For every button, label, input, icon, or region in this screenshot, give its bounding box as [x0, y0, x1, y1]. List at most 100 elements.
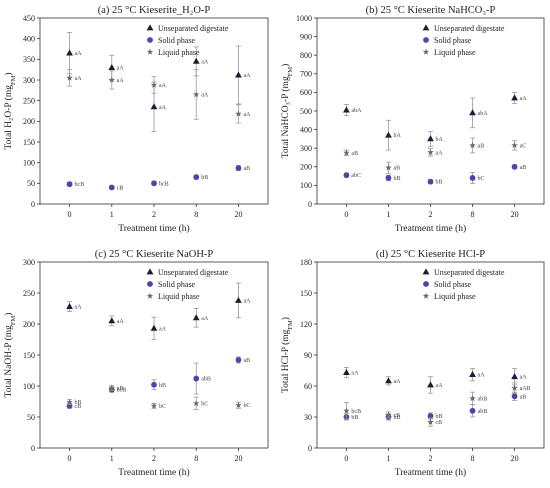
chart-title: (c) 25 °C Kieserite NaOH-P	[95, 249, 214, 260]
significance-label: aB	[520, 394, 527, 400]
significance-label: cB	[117, 185, 124, 191]
data-point-circle	[511, 393, 518, 400]
x-tick-label: 0	[344, 210, 348, 219]
legend-marker-circle	[147, 281, 153, 287]
significance-label: aA	[201, 92, 209, 98]
y-tick-label: 0	[308, 444, 312, 453]
significance-label: aA	[201, 59, 209, 65]
data-point-star	[150, 402, 158, 409]
y-tick-label: 60	[304, 382, 312, 391]
data-point-triangle	[150, 103, 158, 110]
significance-label: bC	[201, 401, 208, 407]
y-axis-label: Total HCl-P (mgFM)	[280, 317, 294, 393]
legend-label: Solid phase	[434, 36, 472, 45]
y-tick-label: 0	[308, 200, 312, 209]
significance-label: aA	[393, 379, 401, 385]
data-point-circle	[343, 172, 350, 179]
significance-label: bB	[351, 415, 358, 421]
y-tick-label: 30	[304, 413, 312, 422]
significance-label: aB	[393, 166, 400, 172]
significance-label: bC	[478, 176, 485, 182]
y-tick-label: 90	[304, 351, 312, 360]
y-tick-label: 450	[23, 14, 35, 23]
x-tick-label: 2	[429, 454, 433, 463]
x-tick-label: 1	[386, 454, 390, 463]
y-tick-label: 150	[23, 351, 35, 360]
x-tick-label: 0	[68, 454, 72, 463]
legend-label: Liquid phase	[158, 48, 200, 57]
y-tick-label: 0	[31, 444, 35, 453]
chart-title: (d) 25 °C Kieserite HCl-P	[376, 249, 485, 260]
y-tick-label: 900	[300, 32, 312, 41]
y-axis-label-main: Total NaHCO₃-P (mg	[280, 76, 291, 158]
data-point-star	[385, 411, 392, 418]
y-tick-label: 100	[23, 158, 35, 167]
x-tick-label: 0	[68, 210, 72, 219]
y-axis-label-close: )	[3, 72, 14, 75]
significance-label: aA	[117, 66, 125, 72]
data-point-star	[427, 418, 434, 425]
data-point-star	[235, 110, 242, 117]
significance-label: aA	[436, 150, 444, 156]
chart-panel-1: (a) 25 °C Kieserite_H₂O-P050100150200250…	[3, 5, 269, 234]
significance-label: aA	[351, 371, 359, 377]
y-tick-label: 100	[23, 382, 35, 391]
data-point-star	[66, 74, 73, 81]
significance-label: cB	[393, 413, 400, 419]
y-tick-label: 200	[23, 320, 35, 329]
data-point-star	[343, 407, 350, 414]
data-point-triangle	[108, 317, 116, 324]
y-tick-label: 0	[31, 200, 35, 209]
significance-label: aA	[117, 78, 125, 84]
significance-label: aB	[243, 166, 250, 172]
significance-label: aA	[243, 112, 251, 118]
data-point-triangle	[427, 135, 434, 142]
x-tick-label: 1	[110, 454, 114, 463]
legend-marker-circle	[147, 37, 153, 43]
data-point-circle	[235, 165, 242, 171]
y-axis-label-main: Total HCl-P (mg	[280, 329, 291, 393]
significance-label: bcB	[159, 181, 169, 187]
significance-label: aC	[520, 143, 527, 149]
y-tick-label: 400	[300, 125, 312, 134]
significance-label: bB	[75, 400, 82, 406]
y-axis-label-close: )	[280, 317, 291, 320]
data-point-triangle	[511, 373, 518, 380]
data-point-triangle	[66, 303, 73, 310]
y-tick-label: 50	[27, 413, 35, 422]
data-point-circle	[193, 174, 200, 181]
data-point-star	[108, 384, 116, 391]
significance-label: abC	[351, 173, 361, 179]
significance-label: bB	[436, 414, 443, 420]
significance-label: abB	[478, 409, 488, 415]
y-axis-label-subscript: FM	[10, 75, 17, 85]
data-point-circle	[427, 178, 434, 185]
significance-label: aAB	[520, 386, 531, 392]
x-axis-label: Treatment time (h)	[395, 467, 466, 478]
y-axis-label: Total H₂O-P (mgFM)	[3, 72, 17, 149]
legend-label: Unseparated digestate	[158, 268, 229, 277]
data-point-circle	[235, 357, 242, 363]
significance-label: bB	[436, 180, 443, 186]
data-point-triangle	[427, 381, 434, 388]
x-tick-label: 1	[386, 210, 390, 219]
chart-panel-3: (c) 25 °C Kieserite NaOH-P05010015020025…	[3, 249, 269, 478]
y-tick-label: 120	[300, 320, 312, 329]
y-tick-label: 100	[300, 181, 312, 190]
data-point-triangle	[469, 371, 476, 378]
significance-label: aA	[159, 83, 167, 89]
data-point-star	[343, 149, 350, 156]
legend-label: Solid phase	[434, 280, 472, 289]
data-point-circle	[469, 175, 476, 181]
significance-label: abB	[201, 377, 211, 383]
x-tick-label: 8	[471, 210, 475, 219]
legend-label: Solid phase	[158, 36, 196, 45]
data-point-triangle	[343, 106, 350, 113]
significance-label: abA	[478, 111, 489, 117]
data-point-star	[427, 148, 434, 156]
legend-marker-triangle	[422, 24, 430, 31]
data-point-star	[66, 398, 73, 405]
significance-label: aA	[520, 96, 528, 102]
significance-label: aB	[243, 358, 250, 364]
